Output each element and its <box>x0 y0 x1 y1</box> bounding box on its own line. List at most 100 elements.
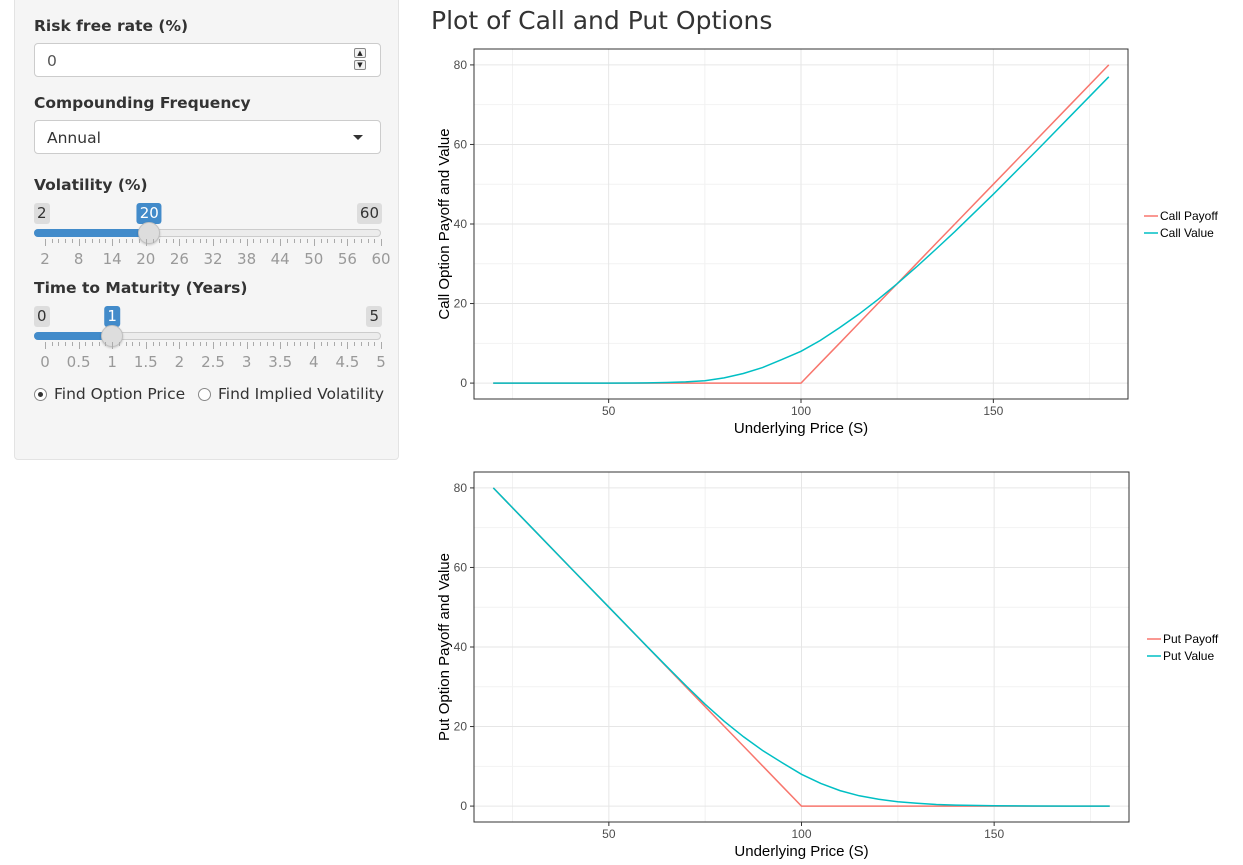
slider-tick <box>260 342 262 346</box>
slider-tick <box>239 239 241 243</box>
slider-tick <box>374 239 376 243</box>
compounding-frequency-select[interactable]: Annual <box>34 120 381 154</box>
y-axis-label: Call Option Payoff and Value <box>436 128 453 319</box>
plot-border <box>473 48 1129 400</box>
slider-tick <box>293 342 295 346</box>
slider-fill <box>34 332 113 340</box>
slider-tick <box>266 239 268 243</box>
slider-tick <box>105 342 107 346</box>
number-spinner[interactable]: ▲ ▼ <box>354 48 368 73</box>
slider-tick <box>320 342 322 346</box>
slider-tick <box>381 342 382 349</box>
compounding-frequency-value: Annual <box>47 129 101 147</box>
slider-tick <box>165 239 167 243</box>
slider-tick <box>152 342 154 346</box>
slider-tick <box>213 342 214 349</box>
slider-tick-label: 1.5 <box>133 353 158 371</box>
slider-min-label: 0 <box>34 306 50 327</box>
slider-tick <box>233 342 235 346</box>
y-tick-label: 60 <box>454 560 468 574</box>
volatility-slider[interactable]: 2 60 20 2 8 14 20 26 32 38 44 50 56 60 <box>34 203 391 273</box>
legend-label: Put Payoff <box>1163 632 1219 646</box>
slider-tick-label: 5 <box>376 353 386 371</box>
legend-label: Call Value <box>1160 226 1214 240</box>
slider-tick <box>78 239 80 246</box>
slider-min-label: 2 <box>34 203 50 224</box>
slider-tick <box>280 342 282 349</box>
slider-tick <box>360 239 362 243</box>
slider-tick <box>65 342 67 346</box>
radio-label: Find Implied Volatility <box>218 385 385 403</box>
slider-tick <box>307 342 309 346</box>
slider-tick <box>286 342 288 346</box>
slider-tick <box>233 239 235 243</box>
slider-tick-label: 20 <box>136 250 156 268</box>
risk-free-rate-input[interactable]: 0 ▲ ▼ <box>34 43 381 77</box>
slider-tick <box>219 239 221 243</box>
plot-border <box>473 471 1130 823</box>
slider-current-value: 20 <box>136 203 162 224</box>
slider-tick <box>92 239 94 243</box>
slider-tick <box>340 239 342 243</box>
slider-tick-label: 8 <box>73 250 84 268</box>
spin-down-icon[interactable]: ▼ <box>354 60 366 70</box>
x-axis-label: Underlying Price (S) <box>734 420 868 437</box>
legend-label: Call Payoff <box>1160 209 1218 223</box>
sidebar-panel: Risk free rate (%) 0 ▲ ▼ Compounding Fre… <box>14 0 399 460</box>
y-tick-label: 40 <box>454 640 468 654</box>
slider-tick <box>273 342 275 346</box>
spin-up-icon[interactable]: ▲ <box>354 48 366 58</box>
compounding-frequency-label: Compounding Frequency <box>34 94 251 112</box>
y-tick-label: 80 <box>454 481 468 495</box>
slider-tick <box>186 342 188 346</box>
slider-tick <box>239 342 241 346</box>
slider-tick <box>327 342 329 346</box>
slider-tick <box>280 239 282 246</box>
slider-tick <box>367 239 369 243</box>
slider-tick <box>132 342 134 346</box>
y-tick-label: 80 <box>454 58 468 72</box>
slider-tick <box>139 239 141 243</box>
radio-label: Find Option Price <box>54 385 186 403</box>
risk-free-rate-label: Risk free rate (%) <box>34 17 189 35</box>
slider-tick <box>192 239 194 243</box>
slider-tick <box>266 342 268 346</box>
slider-tick <box>125 342 127 346</box>
series-line-put-value <box>492 487 1110 807</box>
slider-tick <box>132 239 134 243</box>
slider-tick <box>139 342 141 346</box>
slider-tick-label: 26 <box>169 250 189 268</box>
slider-tick <box>246 342 248 349</box>
slider-tick <box>145 239 147 246</box>
y-axis-label: Put Option Payoff and Value <box>436 553 453 741</box>
slider-tick <box>300 342 302 346</box>
radio-unselected-icon[interactable] <box>198 388 211 401</box>
slider-tick <box>112 239 114 246</box>
radio-selected-icon[interactable] <box>34 388 47 401</box>
slider-tick <box>313 342 315 349</box>
slider-tick <box>381 239 382 246</box>
slider-tick <box>159 342 161 346</box>
slider-tick-label: 32 <box>203 250 223 268</box>
slider-tick <box>226 239 228 243</box>
risk-free-rate-value: 0 <box>47 52 57 70</box>
time-to-maturity-slider[interactable]: 0 5 1 0 0.5 1 1.5 2 2.5 3 3.5 4 4.5 5 <box>34 306 386 376</box>
slider-tick <box>354 239 356 243</box>
slider-tick <box>307 239 309 243</box>
slider-tick <box>165 342 167 346</box>
slider-current-value: 1 <box>104 306 120 327</box>
slider-tick <box>98 239 100 243</box>
x-tick-label: 150 <box>984 827 1004 841</box>
slider-tick-label: 44 <box>270 250 290 268</box>
slider-tick <box>78 342 80 349</box>
x-axis-label: Underlying Price (S) <box>734 843 868 860</box>
slider-tick <box>179 342 181 349</box>
slider-handle[interactable] <box>138 222 161 244</box>
slider-tick-label: 2 <box>174 353 185 371</box>
y-tick-label: 0 <box>460 799 467 813</box>
x-tick-label: 100 <box>791 404 811 418</box>
slider-tick <box>320 239 322 243</box>
slider-tick <box>92 342 94 346</box>
slider-tick <box>51 342 53 346</box>
slider-tick <box>313 239 315 246</box>
